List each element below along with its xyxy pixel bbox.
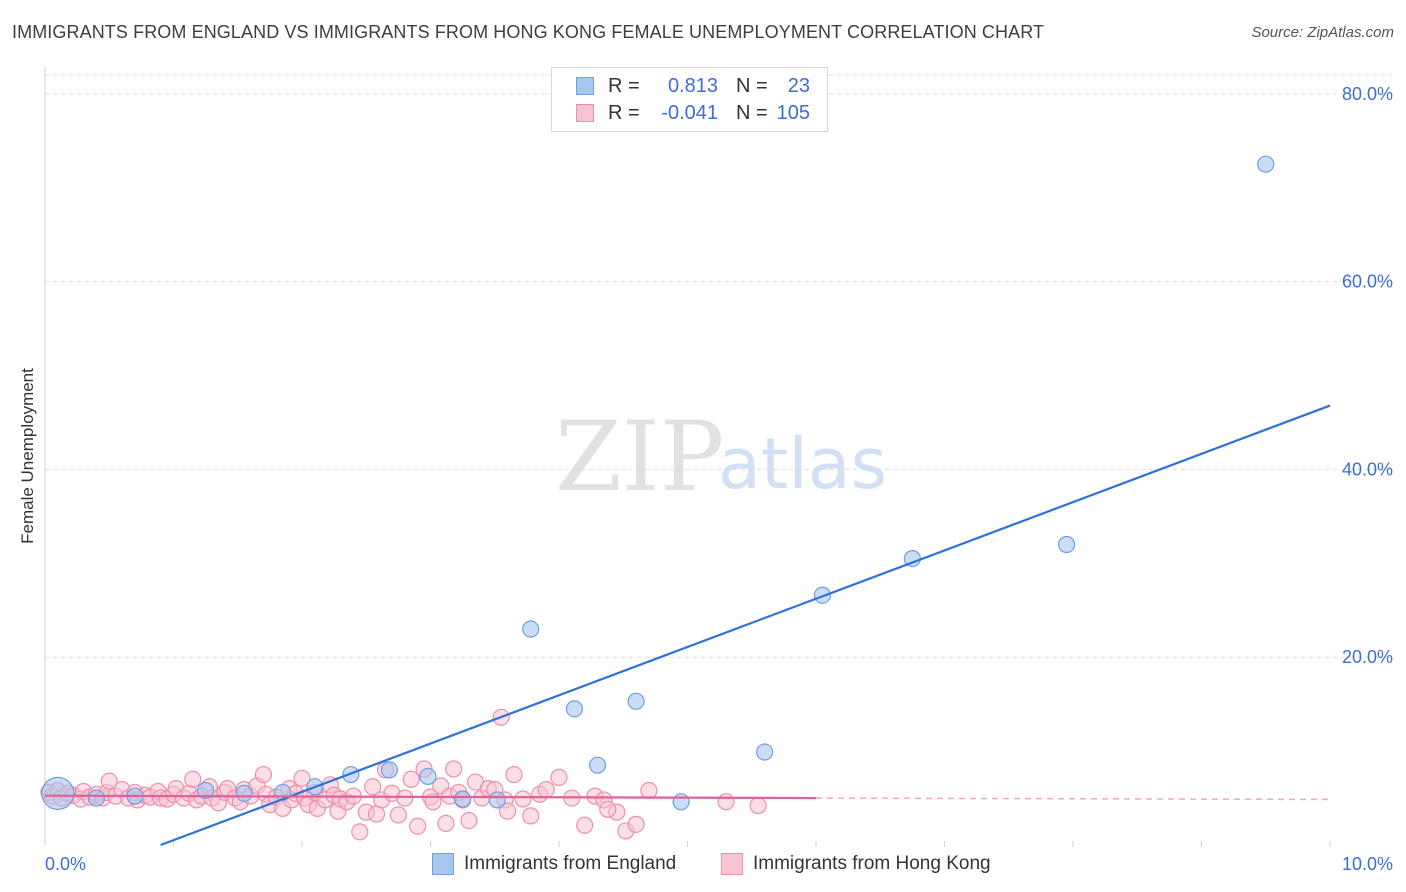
point-hongkong (293, 769, 311, 787)
series-label-england: Immigrants from England (464, 853, 677, 874)
point-hongkong (576, 816, 594, 834)
point-hongkong (505, 765, 523, 784)
point-england (522, 620, 540, 638)
point-england (1257, 155, 1275, 173)
point-hongkong (460, 811, 478, 830)
point-hongkong (749, 796, 767, 815)
point-hongkong (550, 768, 568, 786)
legend-n-label: N = (736, 74, 768, 97)
point-england (419, 767, 437, 786)
point-hongkong (522, 807, 540, 825)
point-england (87, 789, 106, 807)
point-hongkong (396, 789, 414, 807)
point-hongkong (364, 778, 382, 796)
point-england (235, 784, 253, 802)
point-hongkong (717, 793, 735, 811)
series-legend-england[interactable]: Immigrants from England (432, 851, 676, 877)
point-hongkong (499, 802, 517, 820)
legend-n-label: N = (736, 101, 768, 124)
y-tick-label: 20.0% (1342, 647, 1393, 667)
point-england (565, 700, 584, 718)
x-tick-label-min: 0.0% (45, 854, 86, 874)
legend-r-label: R = (608, 101, 640, 124)
source-label: Source: ZipAtlas.com (1251, 24, 1394, 41)
watermark-zip: ZIP (555, 401, 724, 513)
point-hongkong (599, 800, 617, 818)
y-tick-label: 60.0% (1342, 272, 1393, 292)
point-hongkong (445, 760, 463, 778)
point-england (627, 692, 645, 710)
series-hongkong-points (40, 708, 767, 841)
trend-line-hongkong (44, 794, 817, 800)
legend-r-label: R = (608, 74, 640, 97)
watermark-atlas: atlas (718, 423, 887, 505)
point-hongkong (351, 823, 369, 841)
point-england (197, 781, 215, 800)
legend-n-value: 23 (787, 74, 810, 97)
grid-lines (45, 74, 1392, 658)
legend-swatch-england (576, 77, 594, 95)
point-england (454, 790, 472, 808)
point-england (672, 793, 690, 811)
watermark: ZIP atlas (555, 401, 887, 513)
y-tick-label: 40.0% (1342, 459, 1393, 479)
legend-row-england: R = 0.813 N = 23 (576, 73, 810, 99)
stats-legend: R = 0.813 N = 23 R = -0.041 N = 105 (551, 67, 828, 132)
point-hongkong (537, 780, 555, 799)
point-hongkong (640, 781, 658, 800)
series-swatch-hongkong (721, 853, 743, 875)
trend-line-hongkong-extension (815, 797, 1331, 801)
point-hongkong (184, 770, 202, 788)
series-england-points (41, 155, 1275, 811)
y-tick-label: 80.0% (1342, 84, 1393, 104)
point-england (588, 756, 607, 774)
point-hongkong (389, 806, 407, 824)
tick-labels: 20.0% 40.0% 60.0% 80.0% 0.0% 10.0% (45, 84, 1393, 874)
series-label-hongkong: Immigrants from Hong Kong (753, 853, 991, 874)
point-hongkong (437, 814, 455, 833)
point-england (380, 761, 398, 779)
point-england (1057, 535, 1076, 554)
point-england (488, 791, 506, 809)
chart-title: IMMIGRANTS FROM ENGLAND VS IMMIGRANTS FR… (12, 22, 1045, 42)
trend-line-england (160, 404, 1331, 847)
point-england (41, 776, 75, 810)
point-hongkong (254, 765, 273, 784)
x-tick-label-max: 10.0% (1342, 854, 1393, 874)
legend-r-value: -0.041 (661, 101, 718, 124)
point-hongkong (402, 770, 420, 788)
point-england (755, 743, 774, 761)
point-hongkong (514, 790, 532, 808)
point-hongkong (100, 772, 118, 790)
point-hongkong (409, 817, 427, 835)
legend-swatch-hongkong (576, 104, 594, 122)
legend-n-value: 105 (776, 101, 810, 124)
series-swatch-england (432, 853, 454, 875)
legend-row-hongkong: R = -0.041 N = 105 (576, 100, 810, 126)
trend-lines (44, 404, 1331, 847)
series-legend-hongkong[interactable]: Immigrants from Hong Kong (721, 851, 991, 877)
legend-r-value: 0.813 (667, 74, 718, 97)
point-hongkong (627, 815, 645, 833)
axes (44, 67, 1331, 847)
